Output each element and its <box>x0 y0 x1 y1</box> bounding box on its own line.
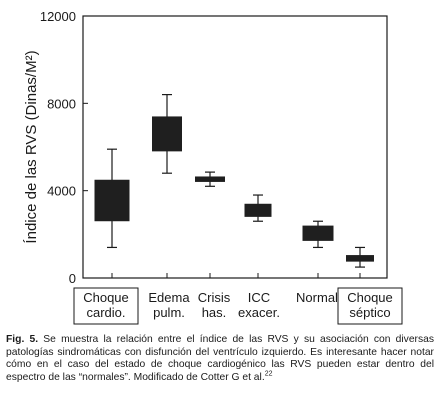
caption-label: Fig. 5. <box>6 334 39 345</box>
category-label: Normal <box>296 290 338 305</box>
figure-caption: Fig. 5. Se muestra la relación entre el … <box>6 334 434 384</box>
box-5 <box>302 220 334 278</box>
category-label-line: Choque <box>347 290 393 305</box>
box-body <box>244 203 272 217</box>
box-4 <box>244 194 272 278</box>
category-label-line: has. <box>202 305 227 320</box>
category-label-frame <box>337 287 403 325</box>
y-axis-ticks: 0 4000 8000 12000 <box>40 9 88 286</box>
category-label-line: Edema <box>148 290 190 305</box>
plot-area-frame <box>82 15 388 279</box>
box-6 <box>346 246 374 278</box>
box-plot-chart: Índice de las RVS (Dinas/M²) 0 4000 8000 12… <box>23 9 403 325</box>
y-tick-label: 12000 <box>40 9 76 24</box>
category-label-line: Choque <box>83 290 129 305</box>
box-body <box>195 176 225 182</box>
y-tick-label: 4000 <box>47 184 76 199</box>
category-label-line: exacer. <box>238 305 280 320</box>
y-axis-label: Índice de las RVS (Dinas/M²) <box>23 50 40 243</box>
box-body <box>152 116 182 152</box>
y-tick-label: 8000 <box>47 96 76 111</box>
y-tick-label: 0 <box>69 271 76 286</box>
category-label-line: cardio. <box>86 305 125 320</box>
category-label-frame <box>73 287 139 325</box>
box-body <box>346 255 374 262</box>
category-label-line: Crisis <box>198 290 231 305</box>
boxes <box>94 93 374 278</box>
box-1 <box>94 148 130 278</box>
category-label-line: pulm. <box>153 305 185 320</box>
category-label-line: Normal <box>296 290 338 305</box>
category-labels: Choquecardio.Edemapulm.Crisishas.ICCexac… <box>73 287 403 325</box>
caption-text: Se muestra la relación entre el índice d… <box>6 334 435 383</box>
category-label-line: ICC <box>248 290 270 305</box>
box-2 <box>152 93 182 278</box>
category-label-line: séptico <box>349 305 390 320</box>
box-body <box>302 225 334 241</box>
caption-reference: 22 <box>264 370 273 378</box>
box-3 <box>195 171 225 278</box>
box-body <box>94 179 130 222</box>
